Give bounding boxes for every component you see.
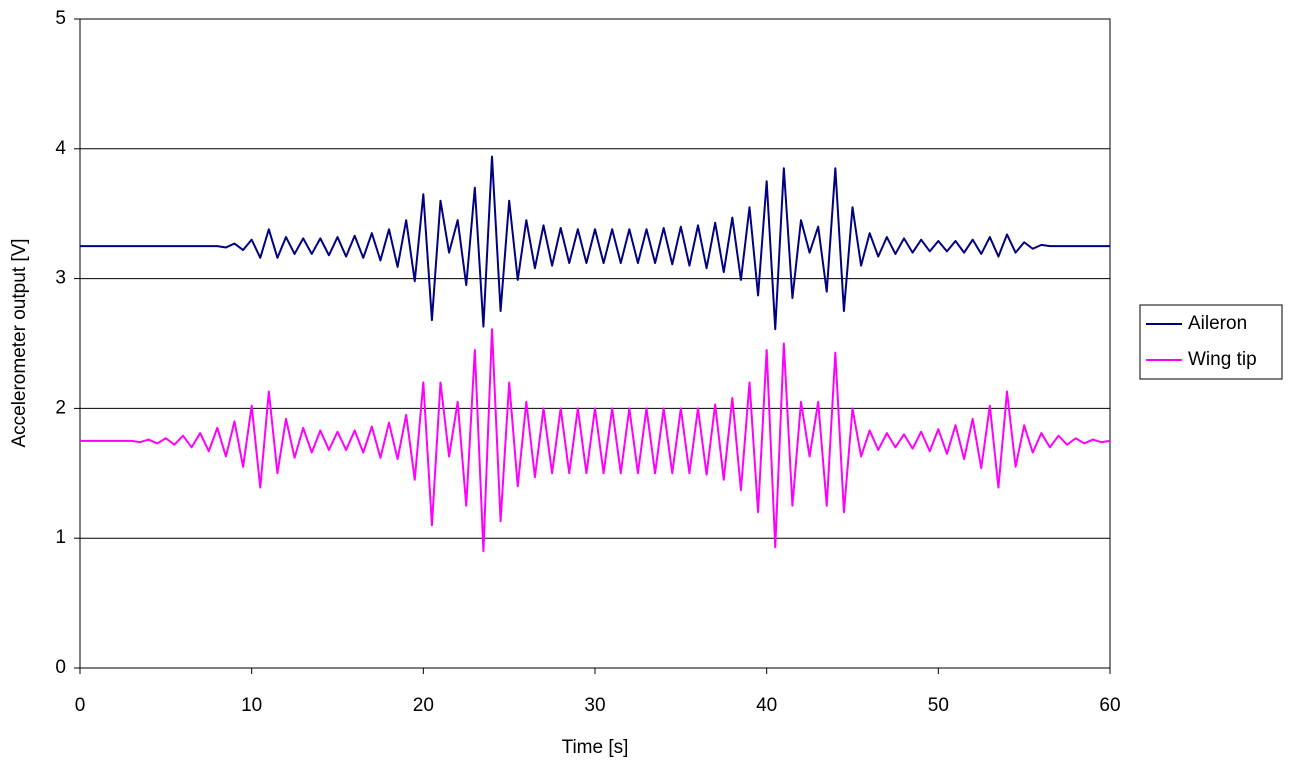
plot-border [79,18,1111,669]
x-axis-title: Time [s] [562,737,629,758]
y-tick-label: 1 [55,527,66,548]
x-tick-label: 60 [1099,695,1120,716]
y-axis-title: Accelerometer output [V] [9,238,30,447]
y-tick-label: 3 [55,268,66,289]
y-tick-label: 0 [55,657,66,678]
y-tick-label: 2 [55,397,66,418]
x-tick-label: 10 [241,695,262,716]
x-tick-label: 0 [75,695,86,716]
x-tick-label: 20 [413,695,434,716]
series-line [80,328,1111,553]
x-tick-label: 50 [928,695,949,716]
x-tick-label: 40 [756,695,777,716]
legend-label: Wing tip [1188,349,1257,370]
y-tick-label: 5 [55,8,66,29]
series-line [80,155,1110,331]
x-tick-label: 30 [584,695,605,716]
legend-box [1139,304,1283,380]
legend-label: Aileron [1188,313,1247,334]
y-tick-label: 4 [55,138,66,159]
